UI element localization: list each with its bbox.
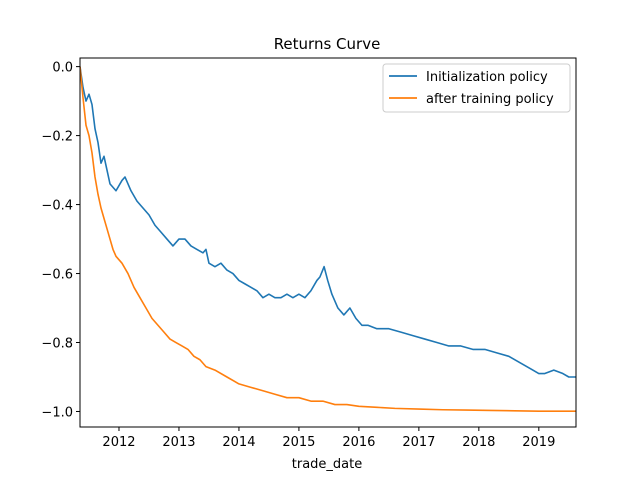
y-tick-label: −0.2 xyxy=(41,130,73,145)
x-tick-label: 2014 xyxy=(222,435,255,450)
y-tick-label: −1.0 xyxy=(41,405,73,420)
chart-title: Returns Curve xyxy=(274,35,381,53)
x-axis-label: trade_date xyxy=(292,457,362,472)
legend-label-2: after training policy xyxy=(426,92,554,107)
legend-box xyxy=(382,63,571,113)
x-axis: 2012 2013 2014 2015 2016 2017 2018 2019 xyxy=(102,427,555,450)
y-axis: 0.0 −0.2 −0.4 −0.6 −0.8 −1.0 xyxy=(41,61,80,420)
plot-frame xyxy=(79,57,577,428)
x-tick-label: 2015 xyxy=(282,435,315,450)
y-tick-label: −0.4 xyxy=(41,199,73,214)
legend: Initialization policy after training poli… xyxy=(382,63,571,113)
x-tick-label: 2013 xyxy=(162,435,195,450)
y-tick-label: 0.0 xyxy=(52,61,73,76)
x-tick-label: 2016 xyxy=(342,435,375,450)
x-tick-label: 2018 xyxy=(462,435,495,450)
y-tick-label: −0.6 xyxy=(41,268,73,283)
series-line-1 xyxy=(80,66,576,378)
plot-lines xyxy=(80,66,576,412)
y-tick-label: −0.8 xyxy=(41,337,73,352)
x-tick-label: 2012 xyxy=(102,435,135,450)
x-tick-label: 2017 xyxy=(402,435,435,450)
legend-label-1: Initialization policy xyxy=(426,70,548,85)
series-line-2 xyxy=(80,66,576,412)
x-tick-label: 2019 xyxy=(522,435,555,450)
